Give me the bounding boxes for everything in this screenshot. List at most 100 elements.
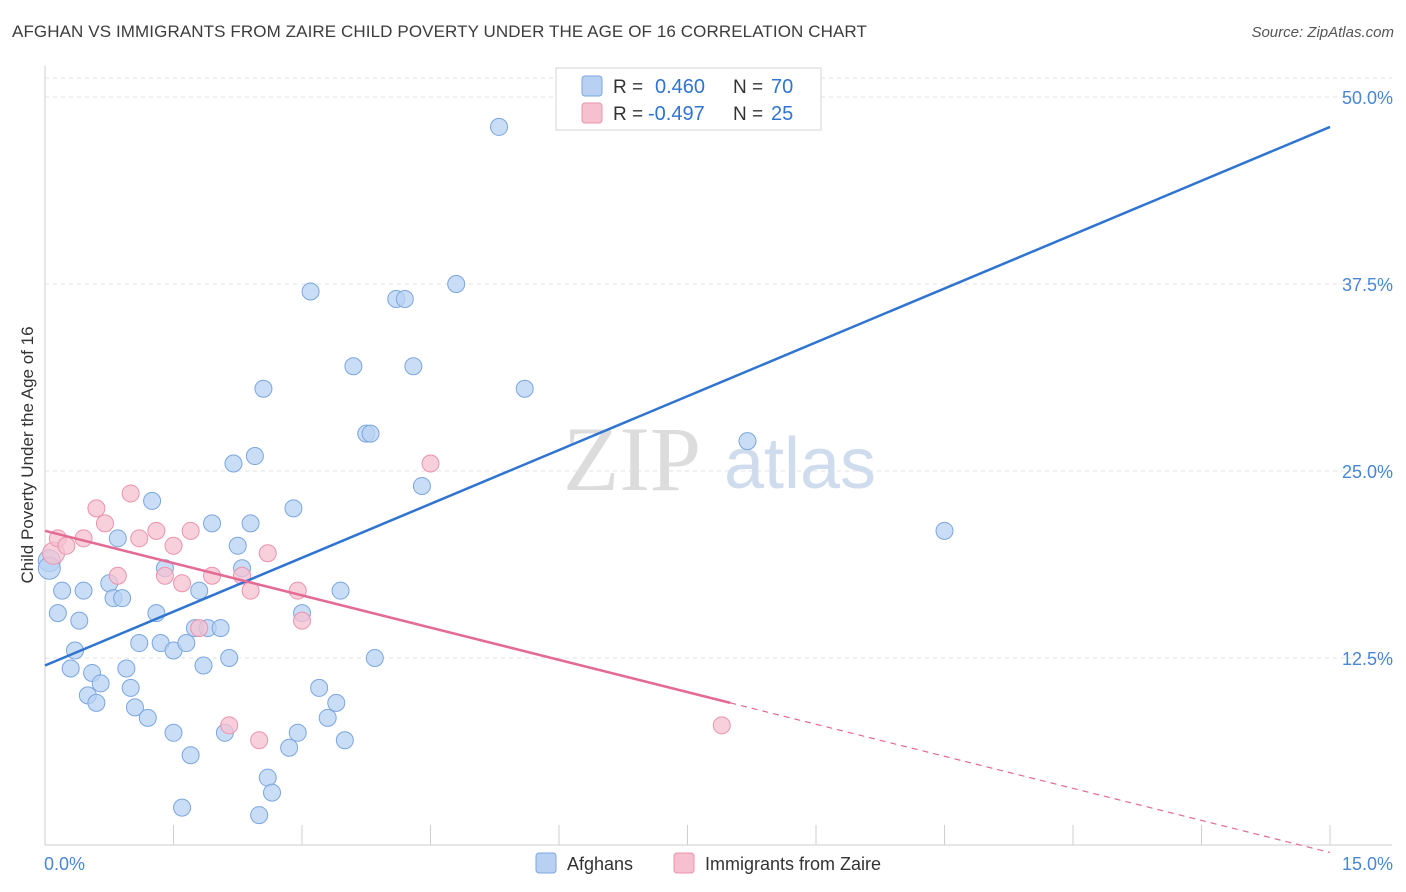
y-axis-label: Child Poverty Under the Age of 16 <box>18 326 37 583</box>
afghans-point <box>327 693 346 712</box>
correlation-legend: R = 0.460 N = 70 R = -0.497 N = 25 <box>555 67 822 131</box>
afghans-point <box>87 693 106 712</box>
afghans-point <box>301 282 320 301</box>
afghans-point <box>70 611 89 630</box>
afghans-point <box>258 768 277 787</box>
afghans-point <box>331 581 350 600</box>
zaire-point <box>203 566 222 585</box>
afghans-point <box>284 499 303 518</box>
afghans-point <box>113 589 132 608</box>
bottom-legend-afghans: Afghans <box>567 854 633 874</box>
zaire-point <box>173 574 192 593</box>
afghans-point <box>143 491 162 510</box>
afghans-point <box>263 783 282 802</box>
zaire-point <box>181 521 200 540</box>
zaire-trend-line <box>44 529 731 705</box>
afghans-point <box>228 536 247 555</box>
afghans-point <box>108 529 127 548</box>
afghans-point <box>335 731 354 750</box>
legend-swatch-afghans <box>581 75 603 97</box>
y-tick-label-3: 50.0% <box>1342 88 1393 108</box>
zaire-point <box>87 499 106 518</box>
afghans-point <box>318 708 337 727</box>
afghans-point <box>447 275 466 293</box>
legend-n-label-2: N = <box>733 104 763 125</box>
bottom-legend-swatch-afghans <box>535 852 557 874</box>
source-label: Source: ZipAtlas.com <box>1251 24 1394 41</box>
afghans-points <box>37 117 954 825</box>
zaire-point <box>164 536 183 555</box>
zaire-point <box>108 566 127 585</box>
x-tick-label-max: 15.0% <box>1342 854 1393 874</box>
afghans-point <box>395 289 414 308</box>
zaire-point <box>220 716 239 735</box>
axes <box>44 66 1392 846</box>
afghans-trend-line <box>44 125 1331 667</box>
y-tick-label-2: 37.5% <box>1342 275 1393 295</box>
legend-r-label-1: R = <box>613 77 643 98</box>
afghans-point <box>61 659 80 678</box>
afghans-point <box>190 581 209 600</box>
trend-lines <box>44 125 1331 854</box>
afghans-point <box>177 634 196 653</box>
tick-labels: 12.5% 25.0% 37.5% 50.0% 0.0% 15.0% <box>44 88 1393 874</box>
zaire-point <box>421 454 440 473</box>
afghans-point <box>224 454 243 473</box>
legend-n-value-1: 70 <box>771 76 793 98</box>
afghans-point <box>211 619 230 638</box>
legend-n-label-1: N = <box>733 77 763 98</box>
watermark: ZIP atlas <box>563 408 876 510</box>
afghans-point <box>250 806 269 825</box>
zaire-point <box>57 536 76 555</box>
zaire-point <box>130 529 149 548</box>
legend-n-value-2: 25 <box>771 103 793 125</box>
afghans-point <box>164 723 183 742</box>
bottom-legend-zaire: Immigrants from Zaire <box>705 854 881 874</box>
afghans-point <box>490 117 509 136</box>
afghans-point <box>280 738 299 757</box>
watermark-zip: ZIP <box>563 408 701 510</box>
afghans-point <box>117 659 136 678</box>
zaire-point <box>250 731 269 750</box>
series-legend: Afghans Immigrants from Zaire <box>535 852 881 874</box>
afghans-point <box>130 634 149 653</box>
afghans-point <box>310 678 329 697</box>
zaire-point <box>258 544 277 563</box>
y-tick-label-0: 12.5% <box>1342 649 1393 669</box>
afghans-point <box>254 379 273 398</box>
y-tick-label-1: 25.0% <box>1342 462 1393 482</box>
afghans-point <box>125 698 144 717</box>
zaire-point <box>155 566 174 585</box>
afghans-point <box>173 798 192 817</box>
bottom-legend-swatch-zaire <box>673 852 695 874</box>
afghans-point <box>365 649 384 667</box>
legend-r-value-2: -0.497 <box>648 103 705 125</box>
afghans-point <box>220 649 239 667</box>
afghans-point <box>181 746 200 765</box>
afghans-point <box>74 581 93 600</box>
afghans-point <box>738 432 757 451</box>
afghans-point <box>935 521 954 540</box>
afghans-point <box>515 379 534 398</box>
afghans-point <box>288 723 307 742</box>
afghans-point <box>361 424 380 443</box>
zaire-trend-extension <box>730 702 1331 854</box>
legend-swatch-zaire <box>581 102 603 124</box>
zaire-point <box>147 521 166 540</box>
afghans-point <box>121 678 140 697</box>
zaire-point <box>712 716 731 735</box>
afghans-point <box>53 581 72 600</box>
zaire-point <box>121 484 140 503</box>
afghans-point <box>91 674 110 693</box>
x-tick-label-min: 0.0% <box>44 854 85 874</box>
legend-r-label-2: R = <box>613 104 643 125</box>
afghans-point <box>241 514 260 533</box>
afghans-point <box>48 604 67 623</box>
afghans-point <box>138 708 157 727</box>
afghans-point <box>344 357 363 376</box>
afghans-point <box>412 476 431 495</box>
afghans-point <box>194 656 213 675</box>
afghans-point <box>245 447 264 466</box>
chart-title: AFGHAN VS IMMIGRANTS FROM ZAIRE CHILD PO… <box>12 22 867 41</box>
